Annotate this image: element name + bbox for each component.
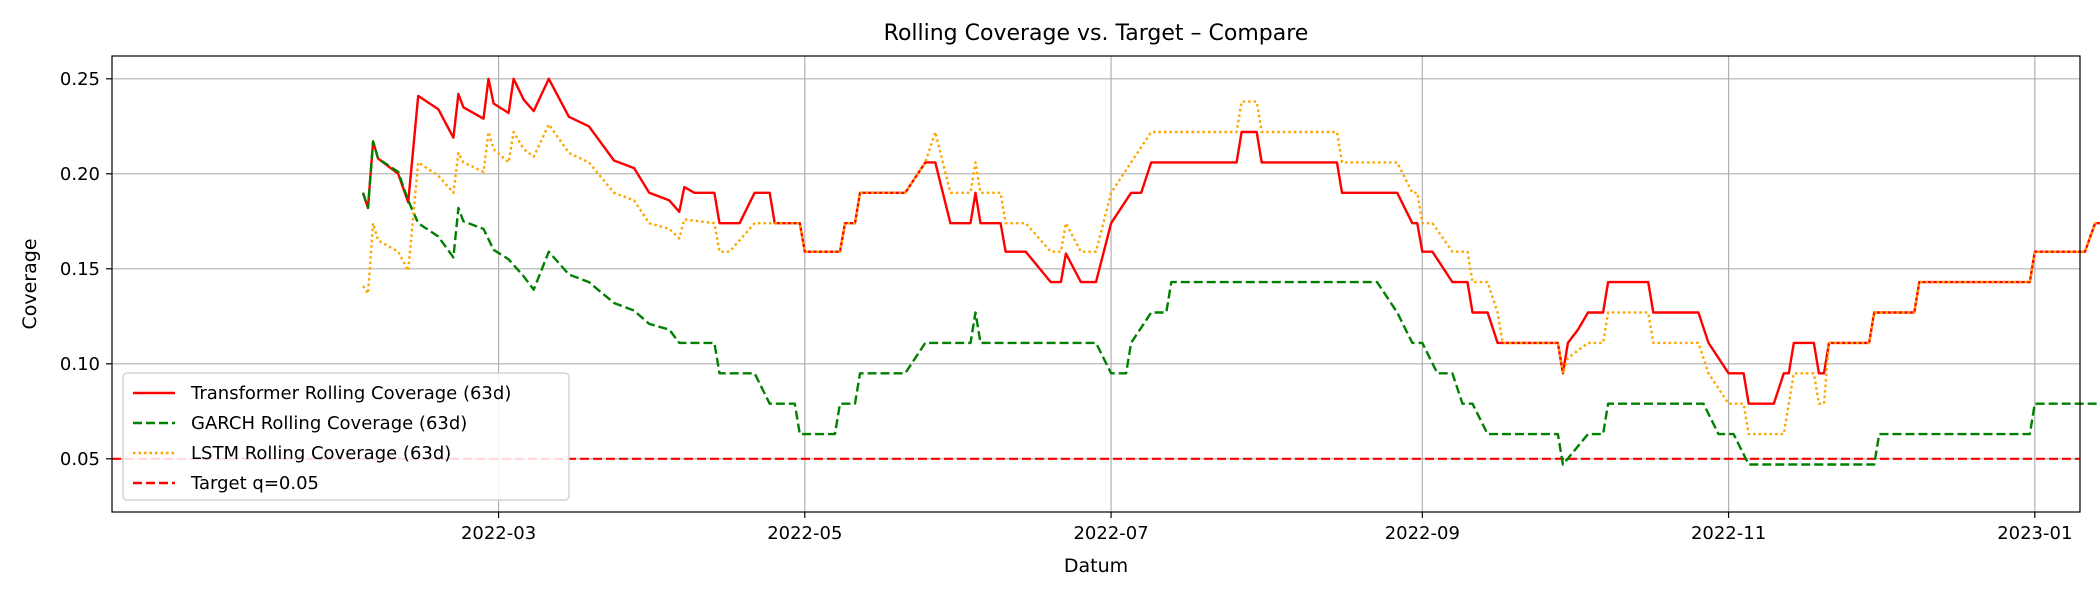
x-axis-label: Datum [1064, 555, 1128, 577]
legend: Transformer Rolling Coverage (63d) GARCH … [122, 372, 570, 501]
legend-label: LSTM Rolling Coverage (63d) [191, 443, 451, 464]
x-tick-label: 2022-09 [1385, 523, 1460, 544]
x-tick-label: 2022-07 [1073, 523, 1148, 544]
axis-ticks: 2022-03 2022-05 2022-07 2022-09 2022-11 2023-… [60, 69, 2073, 544]
x-tick-label: 2022-05 [767, 523, 842, 544]
y-axis-label: Coverage [19, 238, 41, 329]
y-tick-label: 0.20 [60, 164, 100, 185]
plot-frame [111, 55, 2081, 513]
y-tick-label: 0.10 [60, 354, 100, 375]
chart-title: Rolling Coverage vs. Target – Compare [884, 21, 1309, 46]
x-tick-label: 2022-11 [1691, 523, 1766, 544]
garch-series-line [361, 140, 2100, 466]
lstm-series-line [361, 100, 2100, 436]
y-tick-label: 0.25 [60, 69, 100, 90]
legend-label: Target q=0.05 [190, 473, 319, 494]
legend-box [122, 372, 570, 501]
x-tick-label: 2023-01 [1997, 523, 2072, 544]
transformer-series-line [361, 77, 2100, 405]
x-tick-label: 2022-03 [461, 523, 536, 544]
legend-label: Transformer Rolling Coverage (63d) [190, 383, 511, 404]
y-tick-label: 0.05 [60, 449, 100, 470]
y-tick-label: 0.15 [60, 259, 100, 280]
series-layer [361, 77, 2100, 466]
legend-label: GARCH Rolling Coverage (63d) [191, 413, 467, 434]
